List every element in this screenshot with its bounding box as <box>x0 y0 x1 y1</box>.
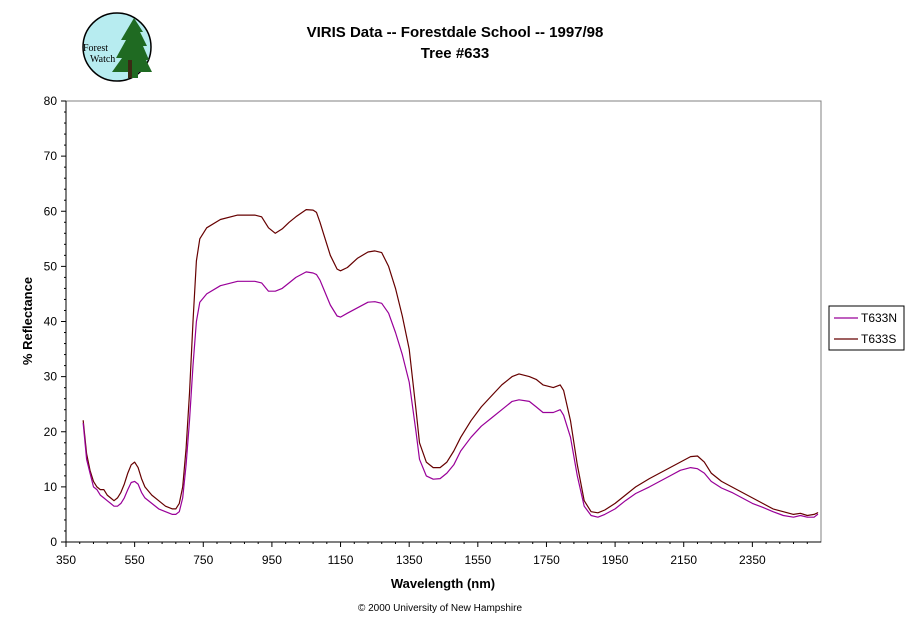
y-tick-label: 10 <box>44 480 58 494</box>
forest-watch-logo: Forest Watch <box>82 12 152 82</box>
y-tick-label: 70 <box>44 149 58 163</box>
series-line-t633s <box>82 209 819 517</box>
chart-title: VIRIS Data -- Forestdale School -- 1997/… <box>307 24 604 41</box>
x-axis-title: Wavelength (nm) <box>391 576 495 591</box>
x-tick-label: 1550 <box>464 553 491 567</box>
series-line-t633n <box>82 271 819 518</box>
x-tick-label: 350 <box>56 553 76 567</box>
copyright-text: © 2000 University of New Hampshire <box>358 603 523 614</box>
x-tick-label: 550 <box>125 553 145 567</box>
y-tick-label: 50 <box>44 259 58 273</box>
x-tick-label: 950 <box>262 553 282 567</box>
y-tick-label: 0 <box>50 535 57 549</box>
logo-tree-icon <box>112 18 152 78</box>
logo-text-watch: Watch <box>90 54 115 65</box>
logo-trunk <box>128 60 132 78</box>
x-tick-label: 1150 <box>328 553 354 567</box>
y-tick-label: 60 <box>44 204 58 218</box>
x-tick-label: 2150 <box>670 553 697 567</box>
series-lines <box>82 209 819 518</box>
x-tick-label: 750 <box>193 553 213 567</box>
legend-box <box>828 305 905 351</box>
x-tick-label: 2350 <box>739 553 766 567</box>
y-tick-label: 80 <box>44 94 58 108</box>
y-tick-label: 40 <box>44 315 58 329</box>
legend: T633N T633S <box>828 305 905 351</box>
y-ticks: 0 10 20 30 40 50 60 70 80 <box>44 94 66 549</box>
chart-subtitle: Tree #633 <box>421 45 489 62</box>
legend-label-t633n: T633N <box>861 311 897 325</box>
y-tick-label: 30 <box>44 370 58 384</box>
x-ticks: 350 550 750 950 1150 1350 1550 1750 1950 2150 2350 <box>56 542 808 567</box>
legend-label-t633s: T633S <box>861 332 896 346</box>
x-tick-label: 1950 <box>602 553 629 567</box>
logo-text-forest: Forest <box>83 43 108 54</box>
y-tick-label: 20 <box>44 425 58 439</box>
x-tick-label: 1350 <box>396 553 423 567</box>
x-tick-label: 1750 <box>533 553 560 567</box>
y-axis-title: % Reflectance <box>20 277 35 365</box>
